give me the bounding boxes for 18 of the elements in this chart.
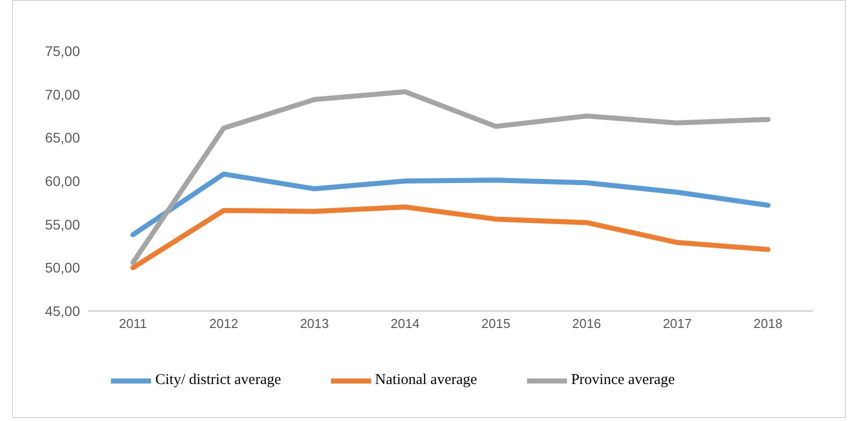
y-tick-label: 75,00 <box>44 42 80 59</box>
x-tick-label: 2012 <box>209 316 238 332</box>
y-tick-label: 55,00 <box>44 216 80 232</box>
x-tick-label: 2011 <box>119 316 147 332</box>
x-tick-label: 2017 <box>662 316 692 332</box>
y-tick-label: 45,00 <box>44 302 80 319</box>
x-tick-label: 2018 <box>754 316 782 332</box>
y-tick-label: 65,00 <box>44 130 80 146</box>
legend-label: Province average <box>571 372 675 388</box>
y-tick-label: 50,00 <box>44 260 80 276</box>
legend-label: City/ district average <box>155 372 282 388</box>
y-tick-label: 70,00 <box>44 86 80 102</box>
x-tick-label: 2014 <box>390 316 420 332</box>
legend-label: National average <box>375 372 478 388</box>
x-tick-label: 2015 <box>481 316 510 332</box>
x-tick-label: 2013 <box>300 316 329 332</box>
x-tick-label: 2016 <box>572 316 602 332</box>
y-tick-label: 60,00 <box>44 172 80 189</box>
